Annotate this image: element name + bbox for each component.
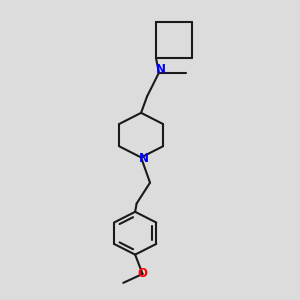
Text: N: N <box>155 63 165 76</box>
Text: O: O <box>138 267 148 280</box>
Text: N: N <box>139 152 148 165</box>
